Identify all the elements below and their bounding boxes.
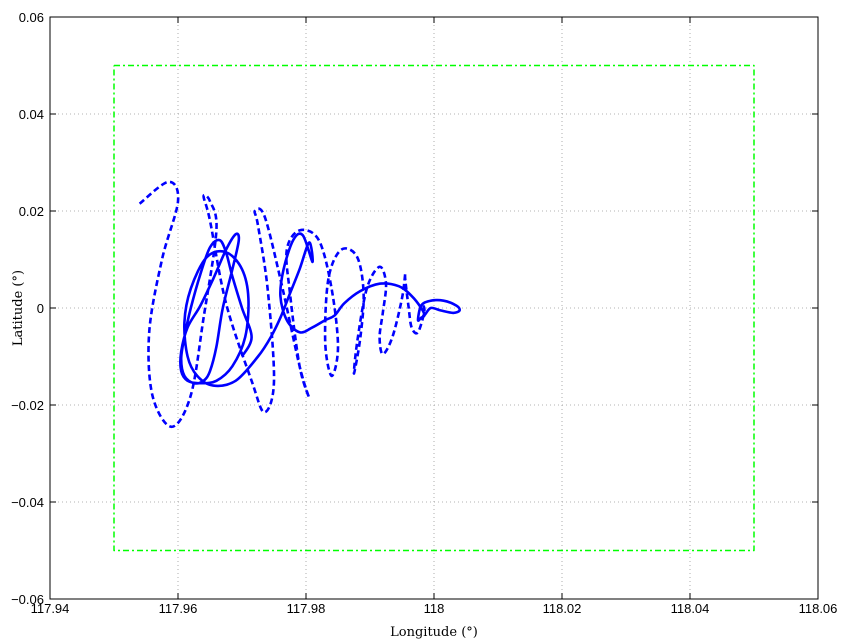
y-tick-label: −0.02: [11, 398, 44, 413]
y-tick-label: −0.04: [11, 495, 44, 510]
grid-lines: [50, 17, 818, 599]
x-tick-label: 117.96: [159, 601, 198, 616]
y-tick-label: 0.04: [19, 107, 44, 122]
y-axis-label: Latitude (°): [11, 270, 26, 346]
x-axis-label: Longitude (°): [390, 625, 478, 640]
series-boundary-box: [113, 64, 755, 552]
x-tick-label: 118.02: [543, 601, 582, 616]
y-tick-label: 0.06: [19, 10, 44, 25]
series-dashed-track: [138, 180, 426, 429]
x-tick-label: 118.04: [671, 601, 710, 616]
x-tick-label: 117.94: [31, 601, 70, 616]
tick-group: 117.94 117.96 117.98 118 118.02 118.04 118.06 −…: [11, 10, 837, 616]
x-tick-label: 118.06: [799, 601, 838, 616]
series-group: [113, 64, 755, 552]
x-tick-label: 117.98: [287, 601, 326, 616]
y-tick-label: 0: [37, 301, 44, 316]
x-tick-label: 118: [424, 601, 445, 616]
series-solid-track: [179, 232, 462, 388]
y-tick-label: −0.06: [11, 592, 44, 607]
y-tick-label: 0.02: [19, 204, 44, 219]
